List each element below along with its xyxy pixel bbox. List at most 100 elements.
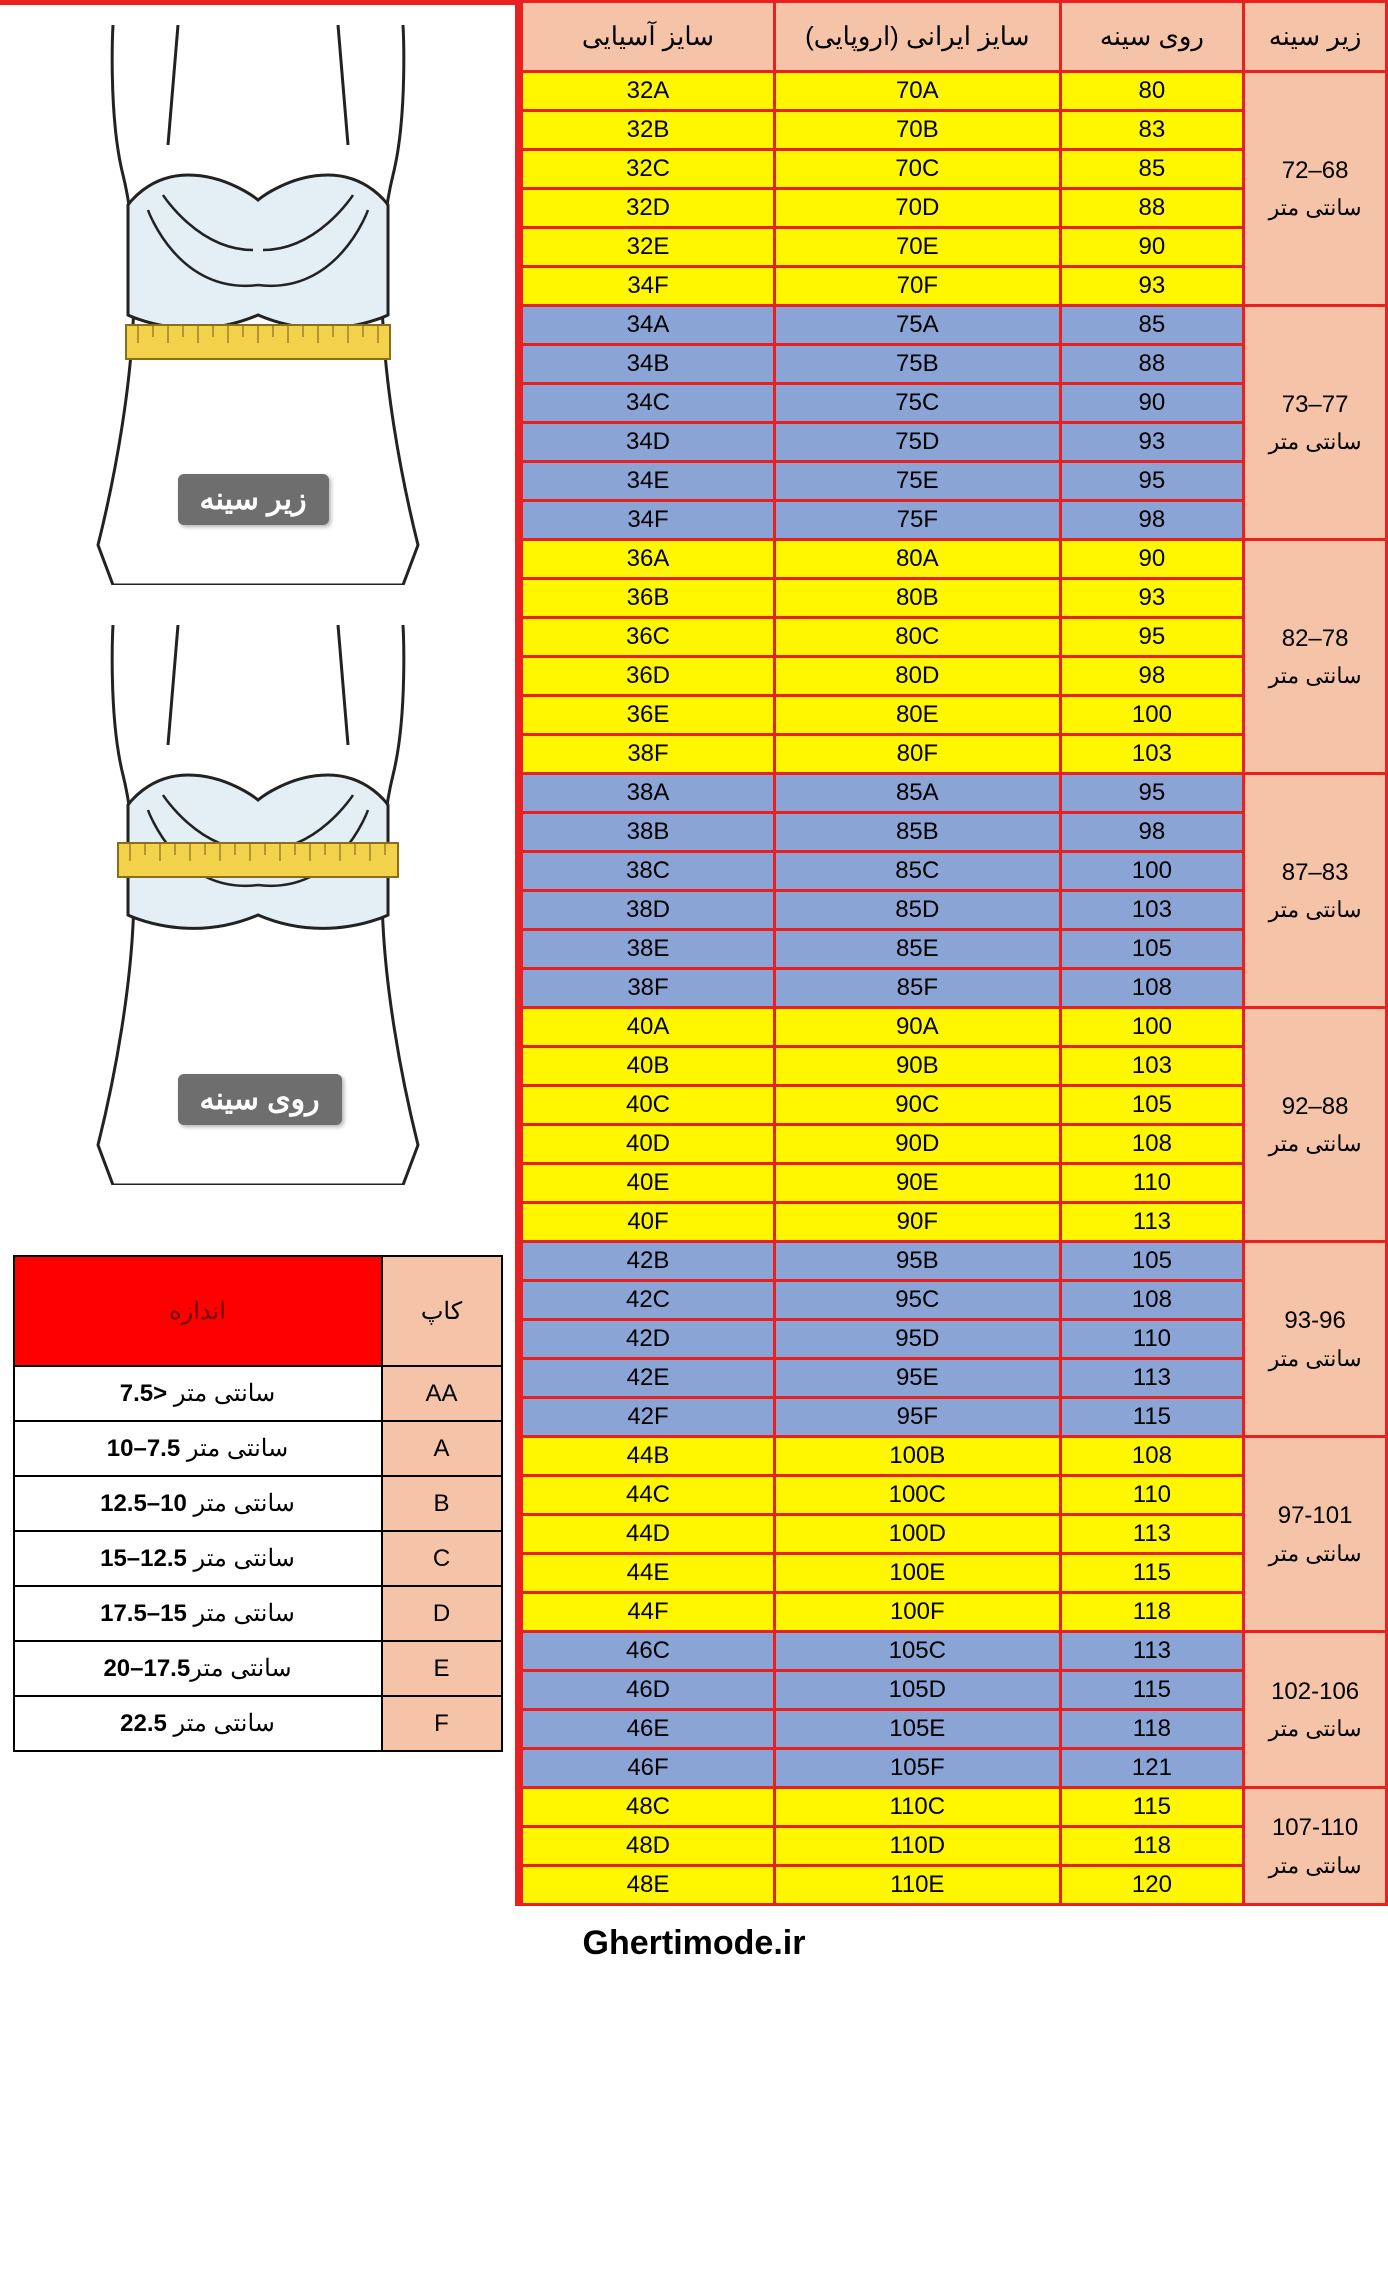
iranian-size-cell: 95C [775,1281,1061,1320]
asian-size-cell: 34A [522,306,775,345]
cup-size-table: کاپ اندازه AA7.5> سانتی مترA10–7.5 سانتی… [13,1255,503,1752]
asian-size-cell: 38A [522,774,775,813]
left-column: زیر سینه روی سینه کاپ اندازه [0,0,520,1906]
overbust-cell: 108 [1060,1125,1244,1164]
iranian-size-cell: 70B [775,111,1061,150]
iranian-size-cell: 90B [775,1047,1061,1086]
iranian-size-cell: 105C [775,1632,1061,1671]
overbust-cell: 98 [1060,501,1244,540]
main-table-row: 107-110سانتی متر115110C48C [522,1788,1387,1827]
iranian-size-cell: 105E [775,1710,1061,1749]
iranian-size-cell: 80A [775,540,1061,579]
overbust-cell: 93 [1060,267,1244,306]
asian-size-cell: 36E [522,696,775,735]
underbust-illustration: زیر سینه [28,25,488,585]
overbust-cell: 93 [1060,423,1244,462]
asian-size-cell: 32D [522,189,775,228]
overbust-cell: 113 [1060,1359,1244,1398]
overbust-cell: 103 [1060,735,1244,774]
overbust-cell: 90 [1060,228,1244,267]
asian-size-cell: 46C [522,1632,775,1671]
overbust-cell: 110 [1060,1476,1244,1515]
cup-size-cell: 22.5 سانتی متر [14,1696,382,1751]
overbust-cell: 113 [1060,1632,1244,1671]
overbust-cell: 120 [1060,1866,1244,1905]
asian-size-cell: 40F [522,1203,775,1242]
iranian-size-cell: 110E [775,1866,1061,1905]
iranian-size-cell: 95B [775,1242,1061,1281]
asian-size-cell: 40A [522,1008,775,1047]
iranian-size-cell: 75F [775,501,1061,540]
overbust-cell: 100 [1060,1008,1244,1047]
asian-size-cell: 34C [522,384,775,423]
iranian-size-cell: 85C [775,852,1061,891]
asian-size-cell: 38F [522,735,775,774]
overbust-cell: 115 [1060,1788,1244,1827]
underbust-range-cell: 93-96سانتی متر [1244,1242,1387,1437]
cup-size-cell: 7.5> سانتی متر [14,1366,382,1421]
asian-size-cell: 42E [522,1359,775,1398]
iranian-size-cell: 90C [775,1086,1061,1125]
overbust-cell: 85 [1060,150,1244,189]
overbust-cell: 110 [1060,1320,1244,1359]
overbust-cell: 93 [1060,579,1244,618]
main-size-table: زیر سینه روی سینه سایز ایرانی (اروپایی) … [520,0,1388,1906]
overbust-label: روی سینه [178,1074,342,1125]
overbust-cell: 83 [1060,111,1244,150]
asian-size-cell: 36C [522,618,775,657]
iranian-size-cell: 95F [775,1398,1061,1437]
iranian-size-cell: 95E [775,1359,1061,1398]
overbust-cell: 105 [1060,930,1244,969]
overbust-cell: 115 [1060,1554,1244,1593]
asian-size-cell: 42D [522,1320,775,1359]
cup-cell: F [382,1696,502,1751]
asian-size-cell: 32A [522,72,775,111]
overbust-cell: 115 [1060,1671,1244,1710]
asian-size-cell: 38B [522,813,775,852]
overbust-cell: 108 [1060,1437,1244,1476]
cup-cell: B [382,1476,502,1531]
cup-table-row: C15–12.5 سانتی متر [14,1531,502,1586]
iranian-size-cell: 70D [775,189,1061,228]
iranian-size-cell: 90F [775,1203,1061,1242]
underbust-range-cell: 102-106سانتی متر [1244,1632,1387,1788]
iranian-size-cell: 80C [775,618,1061,657]
overbust-cell: 95 [1060,462,1244,501]
col-iranian: سایز ایرانی (اروپایی) [775,2,1061,72]
asian-size-cell: 46D [522,1671,775,1710]
iranian-size-cell: 85E [775,930,1061,969]
overbust-cell: 118 [1060,1710,1244,1749]
iranian-size-cell: 85D [775,891,1061,930]
asian-size-cell: 34B [522,345,775,384]
iranian-size-cell: 70A [775,72,1061,111]
asian-size-cell: 34F [522,501,775,540]
iranian-size-cell: 75E [775,462,1061,501]
main-table-row: 88–92سانتی متر10090A40A [522,1008,1387,1047]
cup-size-cell: 15–12.5 سانتی متر [14,1531,382,1586]
overbust-cell: 100 [1060,852,1244,891]
overbust-cell: 100 [1060,696,1244,735]
iranian-size-cell: 100B [775,1437,1061,1476]
overbust-cell: 80 [1060,72,1244,111]
iranian-size-cell: 80D [775,657,1061,696]
size-header: اندازه [14,1256,382,1366]
asian-size-cell: 34F [522,267,775,306]
overbust-cell: 103 [1060,1047,1244,1086]
overbust-cell: 113 [1060,1203,1244,1242]
underbust-range-cell: 97-101سانتی متر [1244,1437,1387,1632]
main-table-row: 78–82سانتی متر9080A36A [522,540,1387,579]
main-table-row: 93-96سانتی متر10595B42B [522,1242,1387,1281]
underbust-range-cell: 83–87سانتی متر [1244,774,1387,1008]
iranian-size-cell: 90E [775,1164,1061,1203]
cup-table-row: D17.5–15 سانتی متر [14,1586,502,1641]
iranian-size-cell: 90A [775,1008,1061,1047]
overbust-cell: 121 [1060,1749,1244,1788]
asian-size-cell: 38E [522,930,775,969]
iranian-size-cell: 75A [775,306,1061,345]
asian-size-cell: 42C [522,1281,775,1320]
asian-size-cell: 36D [522,657,775,696]
cup-table-row: B12.5–10 سانتی متر [14,1476,502,1531]
overbust-cell: 90 [1060,384,1244,423]
underbust-range-cell: 107-110سانتی متر [1244,1788,1387,1905]
asian-size-cell: 46F [522,1749,775,1788]
